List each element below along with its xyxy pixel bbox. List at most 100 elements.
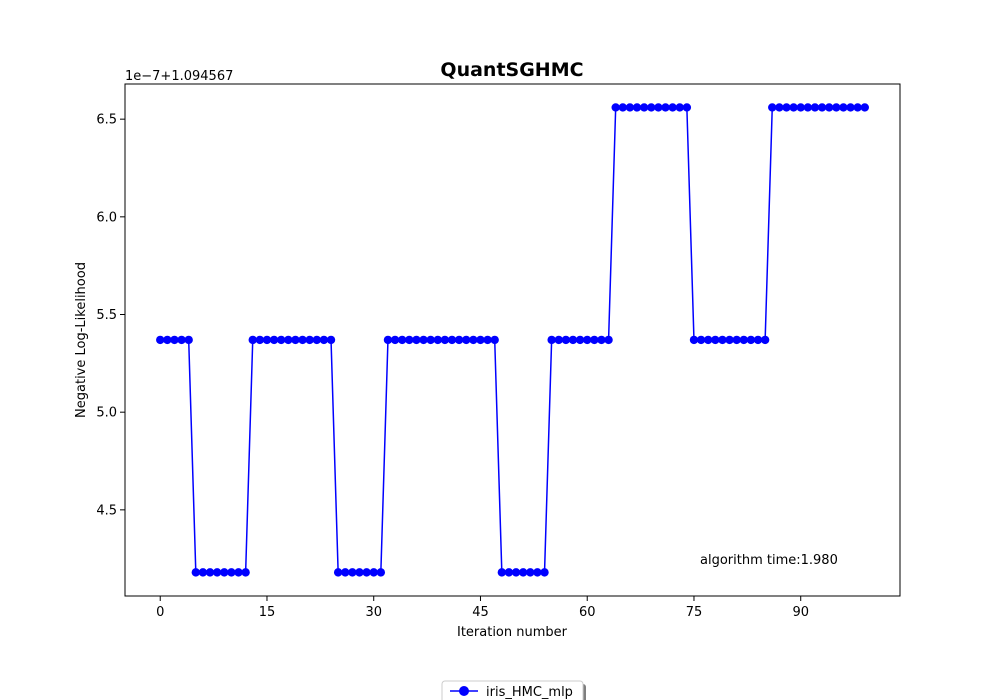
x-tick-label: 15 bbox=[259, 605, 276, 620]
data-point bbox=[255, 335, 265, 345]
data-point bbox=[262, 335, 272, 345]
data-point bbox=[205, 568, 215, 577]
data-point bbox=[341, 568, 350, 577]
data-point bbox=[661, 103, 670, 112]
x-axis-label: Iteration number bbox=[457, 625, 568, 640]
data-point bbox=[625, 103, 635, 112]
data-point bbox=[775, 103, 784, 112]
data-point bbox=[846, 103, 855, 112]
data-point bbox=[369, 568, 378, 577]
data-point bbox=[447, 335, 457, 345]
data-point bbox=[760, 335, 770, 345]
data-point bbox=[269, 335, 279, 345]
data-point bbox=[212, 568, 222, 577]
data-point bbox=[469, 335, 478, 345]
data-point bbox=[440, 335, 450, 345]
data-point bbox=[832, 103, 841, 112]
data-point bbox=[426, 335, 435, 345]
data-point bbox=[412, 335, 421, 345]
data-point bbox=[853, 103, 862, 112]
data-point bbox=[419, 335, 428, 345]
data-point bbox=[348, 568, 357, 577]
data-point bbox=[198, 568, 208, 577]
data-point bbox=[782, 103, 791, 112]
data-point bbox=[796, 103, 805, 112]
data-point bbox=[739, 335, 748, 345]
data-point bbox=[248, 335, 257, 345]
data-point bbox=[462, 335, 471, 345]
data-point bbox=[753, 335, 763, 345]
data-point bbox=[654, 103, 663, 112]
data-point bbox=[824, 103, 834, 112]
data-point bbox=[590, 335, 599, 345]
data-point bbox=[312, 335, 321, 345]
data-point bbox=[547, 335, 556, 345]
data-point bbox=[355, 568, 364, 577]
data-point bbox=[333, 568, 343, 577]
data-point bbox=[383, 335, 393, 345]
data-point bbox=[789, 103, 798, 112]
data-point bbox=[326, 335, 336, 345]
data-point bbox=[568, 335, 578, 345]
data-point bbox=[298, 335, 307, 345]
data-point bbox=[725, 335, 734, 345]
data-point bbox=[711, 335, 720, 345]
data-point bbox=[156, 335, 165, 345]
data-point bbox=[618, 103, 628, 112]
data-point bbox=[163, 335, 172, 345]
data-point bbox=[647, 103, 656, 112]
y-tick-label: 5.5 bbox=[96, 308, 117, 323]
data-point bbox=[483, 335, 492, 345]
data-point bbox=[518, 568, 528, 577]
x-tick-label: 75 bbox=[686, 605, 703, 620]
data-point bbox=[803, 103, 813, 112]
data-point bbox=[533, 568, 542, 577]
data-point bbox=[540, 568, 549, 577]
legend-box bbox=[441, 680, 584, 700]
data-point bbox=[490, 335, 499, 345]
data-point bbox=[376, 568, 386, 577]
data-point bbox=[704, 335, 713, 345]
chart-title: QuantSGHMC bbox=[440, 59, 583, 81]
y-tick-label: 5.0 bbox=[96, 406, 117, 421]
data-point bbox=[511, 568, 521, 577]
x-tick-label: 60 bbox=[579, 605, 596, 620]
legend: iris_HMC_mlp bbox=[441, 680, 586, 700]
data-point bbox=[191, 568, 201, 577]
data-point bbox=[277, 335, 286, 345]
y-tick-label: 4.5 bbox=[96, 503, 117, 518]
data-point bbox=[184, 335, 193, 345]
x-tick-label: 45 bbox=[472, 605, 489, 620]
data-point bbox=[632, 103, 642, 112]
data-point bbox=[575, 335, 585, 345]
data-point bbox=[405, 335, 414, 345]
data-point bbox=[305, 335, 314, 345]
data-point bbox=[241, 568, 250, 577]
data-point bbox=[504, 568, 514, 577]
legend-label: iris_HMC_mlp bbox=[486, 685, 573, 700]
data-point bbox=[682, 103, 692, 112]
data-point bbox=[497, 568, 507, 577]
algorithm-time-annotation: algorithm time:1.980 bbox=[700, 553, 838, 568]
data-point bbox=[696, 335, 706, 345]
y-axis: 4.5 5.0 5.5 6.0 6.5 bbox=[96, 113, 125, 518]
data-point bbox=[319, 335, 329, 345]
x-tick-label: 0 bbox=[156, 605, 164, 620]
data-point bbox=[718, 335, 727, 345]
data-point bbox=[689, 335, 699, 345]
data-point bbox=[554, 335, 563, 345]
x-axis: 0 15 30 45 60 75 90 bbox=[156, 596, 809, 620]
data-point bbox=[177, 335, 186, 345]
data-point bbox=[732, 335, 741, 345]
data-point bbox=[476, 335, 485, 345]
data-point bbox=[362, 568, 371, 577]
data-point bbox=[234, 568, 243, 577]
y-axis-label: Negative Log-Likelihood bbox=[74, 262, 89, 418]
x-tick-label: 30 bbox=[365, 605, 382, 620]
data-point bbox=[227, 568, 236, 577]
data-point bbox=[284, 335, 293, 345]
data-point bbox=[220, 568, 229, 577]
data-point bbox=[397, 335, 407, 345]
plot-area-frame bbox=[124, 83, 901, 597]
